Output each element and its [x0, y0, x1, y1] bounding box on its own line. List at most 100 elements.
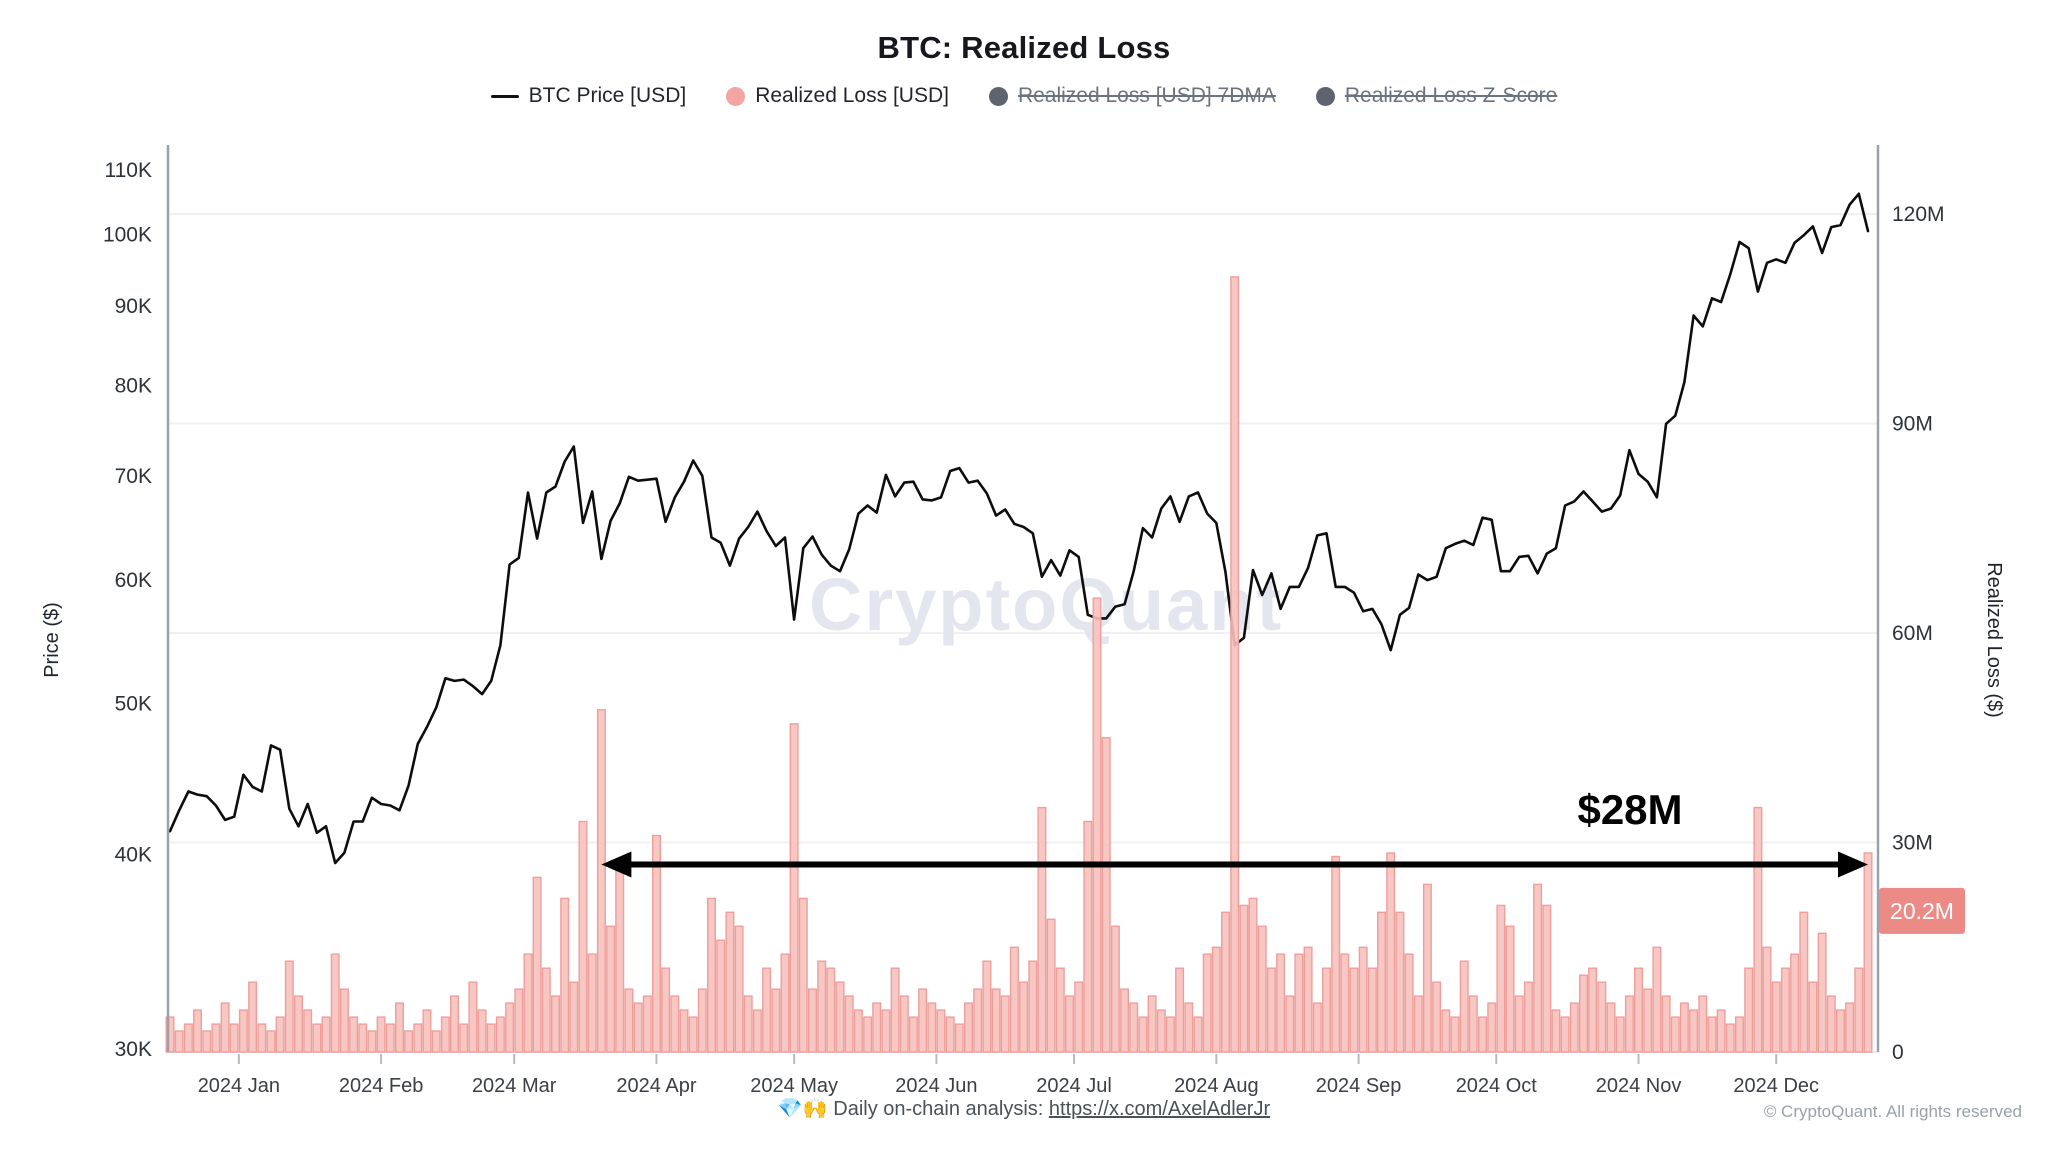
price-tick-label: 50K	[115, 692, 152, 715]
realized-loss-bar	[330, 953, 340, 1053]
realized-loss-bar	[1376, 911, 1386, 1053]
realized-loss-bar	[908, 1016, 918, 1053]
realized-loss-bar	[505, 1002, 515, 1053]
realized-loss-bar	[1606, 1002, 1616, 1053]
realized-loss-bar	[1468, 995, 1478, 1053]
realized-loss-bar	[220, 1002, 230, 1053]
realized-loss-bar	[762, 967, 772, 1053]
month-label: 2024 Sep	[1316, 1075, 1402, 1097]
legend-item-3[interactable]: Realized Loss Z-Score	[1315, 84, 1557, 108]
legend: BTC Price [USD] Realized Loss [USD] Realiz…	[0, 84, 2048, 108]
realized-loss-bar	[450, 995, 460, 1053]
realized-loss-bar	[1799, 911, 1809, 1053]
price-tick-label: 90K	[115, 295, 152, 318]
realized-loss-bar	[1248, 897, 1258, 1053]
realized-loss-bar	[1184, 1002, 1194, 1053]
realized-loss-bar	[440, 1016, 450, 1053]
footer-link[interactable]: https://x.com/AxelAdlerJr	[1048, 1098, 1271, 1120]
legend-item-0[interactable]: BTC Price [USD]	[490, 84, 686, 108]
realized-loss-bar	[1689, 1009, 1699, 1053]
realized-loss-bar	[1569, 1002, 1579, 1053]
realized-loss-bar	[808, 988, 818, 1053]
loss-tick-label: 0	[1892, 1041, 1904, 1064]
realized-loss-bar	[615, 862, 625, 1053]
realized-loss-bar	[945, 1016, 955, 1053]
realized-loss-bar	[1147, 995, 1157, 1053]
realized-loss-bar	[413, 1023, 423, 1053]
realized-loss-bar	[1037, 806, 1047, 1053]
realized-loss-bar	[642, 995, 652, 1053]
realized-loss-bar	[257, 1023, 267, 1053]
realized-loss-bar	[1422, 883, 1432, 1053]
realized-loss-bar	[294, 995, 304, 1053]
realized-loss-bar	[817, 960, 827, 1053]
dot-swatch-icon	[1315, 86, 1335, 106]
price-tick-label: 70K	[115, 465, 152, 488]
realized-loss-bar	[1028, 960, 1038, 1053]
realized-loss-bar	[679, 1009, 689, 1053]
month-label: 2024 Dec	[1733, 1075, 1819, 1097]
realized-loss-bar	[376, 1016, 386, 1053]
realized-loss-bar	[1863, 852, 1873, 1053]
realized-loss-bar	[1679, 1002, 1689, 1053]
realized-loss-bar	[1303, 946, 1313, 1053]
realized-loss-bar	[688, 1016, 698, 1053]
loss-tick-label: 60M	[1892, 622, 1933, 645]
realized-loss-bar	[1349, 967, 1359, 1053]
realized-loss-bar	[1340, 953, 1350, 1053]
realized-loss-bar	[1790, 953, 1800, 1053]
realized-loss-bar	[1707, 1016, 1717, 1053]
month-label: 2024 Nov	[1596, 1075, 1682, 1097]
realized-loss-bar	[358, 1023, 368, 1053]
price-tick-label: 30K	[115, 1038, 152, 1061]
last-value-badge-text: 20.2M	[1890, 898, 1954, 924]
realized-loss-bar	[1110, 925, 1120, 1053]
realized-loss-bar	[707, 897, 717, 1053]
month-label: 2024 Jan	[198, 1075, 280, 1097]
realized-loss-bar	[1000, 995, 1010, 1053]
realized-loss-bar	[1193, 1016, 1203, 1053]
footer-emoji: 💎🙌	[777, 1098, 828, 1120]
realized-loss-bar	[973, 988, 983, 1053]
realized-loss-bar	[477, 1009, 487, 1053]
realized-loss-bar	[183, 1023, 193, 1053]
realized-loss-bar	[697, 988, 707, 1053]
realized-loss-bar	[1854, 967, 1864, 1053]
realized-loss-bar	[275, 1016, 285, 1053]
month-label: 2024 Oct	[1456, 1075, 1538, 1097]
realized-loss-bar	[725, 911, 735, 1053]
realized-loss-bar	[1514, 995, 1524, 1053]
realized-loss-bar	[1496, 904, 1506, 1053]
realized-loss-bar	[918, 988, 928, 1053]
realized-loss-bar	[1459, 960, 1469, 1053]
realized-loss-bar	[826, 967, 836, 1053]
realized-loss-bar	[1211, 946, 1221, 1053]
realized-loss-bar	[1285, 995, 1295, 1053]
realized-loss-bar	[1551, 1009, 1561, 1053]
legend-item-2[interactable]: Realized Loss [USD] 7DMA	[988, 84, 1276, 108]
price-tick-label: 100K	[103, 223, 152, 246]
loss-tick-label: 120M	[1892, 203, 1945, 226]
realized-loss-bar	[1009, 946, 1019, 1053]
realized-loss-bar	[1101, 737, 1111, 1053]
realized-loss-bar	[192, 1009, 202, 1053]
month-label: 2024 Apr	[616, 1075, 696, 1097]
realized-loss-bar	[1615, 1016, 1625, 1053]
price-tick-label: 80K	[115, 374, 152, 397]
dot-swatch-icon	[726, 86, 746, 106]
realized-loss-bar	[1523, 981, 1533, 1053]
realized-loss-bar	[404, 1030, 414, 1053]
realized-loss-bar	[1413, 995, 1423, 1053]
arrow-value-label: $28M	[1577, 786, 1682, 833]
line-swatch-icon	[490, 94, 519, 98]
realized-loss-bar	[229, 1023, 239, 1053]
copyright-notice: © CryptoQuant. All rights reserved	[1763, 1102, 2022, 1121]
legend-item-1[interactable]: Realized Loss [USD]	[726, 84, 949, 108]
realized-loss-bar	[1560, 1016, 1570, 1053]
realized-loss-bar	[1257, 925, 1267, 1053]
realized-loss-bar	[495, 1016, 505, 1053]
realized-loss-bar	[872, 1002, 882, 1053]
realized-loss-bar	[863, 1016, 873, 1053]
realized-loss-bar	[1358, 946, 1368, 1053]
